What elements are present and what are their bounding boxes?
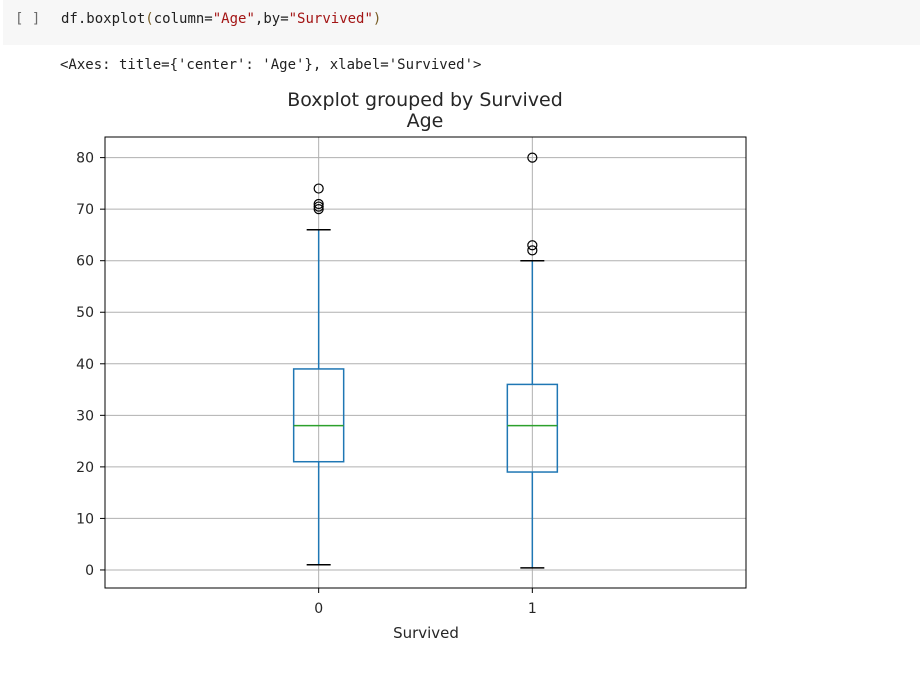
grid-layer <box>105 137 746 588</box>
y-tick-label: 50 <box>76 305 94 321</box>
y-tick-label: 20 <box>76 460 94 476</box>
x-tick-label: 1 <box>528 601 537 617</box>
plot-frame <box>104 136 747 589</box>
outlier-point <box>313 201 324 212</box>
outlier-point <box>527 245 538 256</box>
code-arg1-name: column= <box>153 11 213 27</box>
iqr-box <box>292 368 345 463</box>
y-tick-label: 10 <box>76 511 94 527</box>
chart-suptitle: Boxplot grouped by Survived <box>287 89 563 111</box>
y-tick-label: 80 <box>76 151 94 167</box>
code-cell[interactable]: [ ] df.boxplot(column="Age",by="Survived… <box>3 0 920 45</box>
run-cell-button[interactable]: [ ] <box>15 11 41 27</box>
y-tick-label: 40 <box>76 357 94 373</box>
code-close-paren: ) <box>372 11 382 27</box>
code-arg1-value: "Age" <box>212 11 255 27</box>
outlier-point <box>527 152 538 163</box>
tick-layer: 0 10 20 30 40 50 60 70 80 0 1 <box>76 151 537 617</box>
outlier-point <box>313 204 324 215</box>
x-axis-label: Survived <box>393 624 459 642</box>
iqr-box <box>506 383 559 473</box>
outlier-point <box>313 198 324 210</box>
code-line[interactable]: df.boxplot(column="Age",by="Survived") <box>61 11 381 27</box>
code-call: df.boxplot <box>61 11 146 27</box>
x-tick-label: 0 <box>314 601 323 617</box>
code-separator: ,by= <box>254 11 289 27</box>
outlier-point <box>313 183 324 194</box>
outlier-point <box>527 240 538 251</box>
code-arg2-value: "Survived" <box>288 11 373 27</box>
box-layer <box>292 152 559 569</box>
y-tick-label: 70 <box>76 202 94 218</box>
y-tick-label: 0 <box>85 563 94 579</box>
code-open-paren: ( <box>145 11 154 27</box>
box-group-0 <box>292 183 345 566</box>
box-group-1 <box>506 152 559 569</box>
y-tick-label: 60 <box>76 254 94 270</box>
chart-title: Age <box>407 110 444 132</box>
y-tick-label: 30 <box>76 408 94 424</box>
output-repr: <Axes: title={'center': 'Age'}, xlabel='… <box>60 57 482 73</box>
boxplot-chart: Boxplot grouped by Survived Age 01020304… <box>76 89 747 642</box>
